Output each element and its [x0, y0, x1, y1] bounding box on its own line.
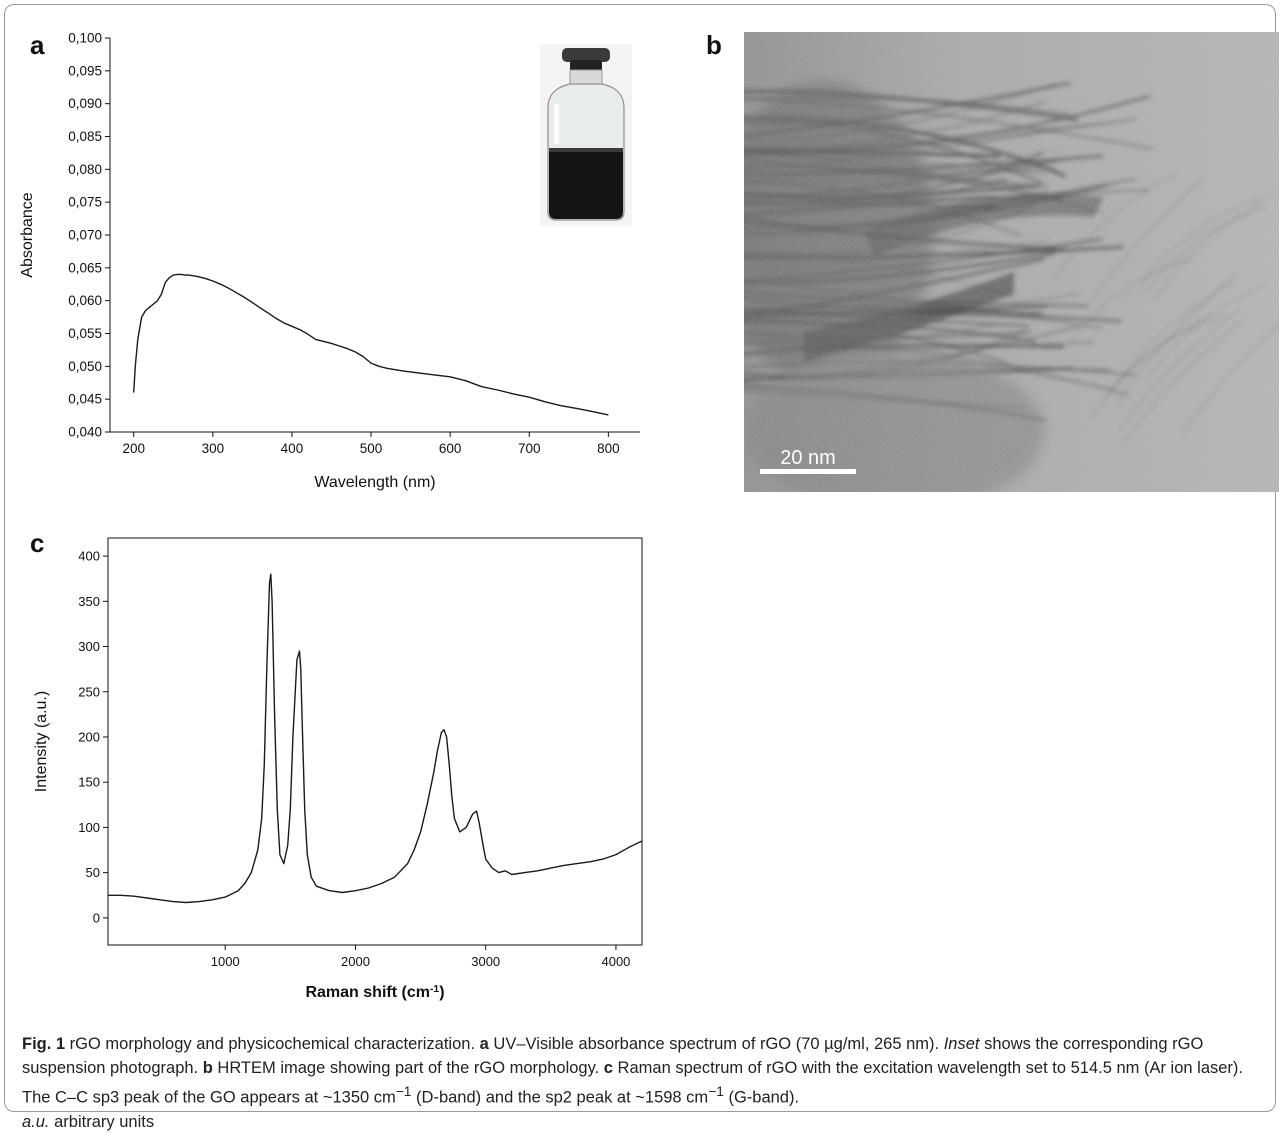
y-tick-label: 250 [78, 684, 100, 699]
x-tick-label: 1000 [211, 954, 240, 969]
y-tick-label: 0 [93, 910, 100, 925]
y-tick-label: 0,050 [68, 359, 102, 374]
y-tick-label: 300 [78, 639, 100, 654]
x-tick-label: 500 [360, 441, 383, 456]
series-line [133, 273, 609, 416]
y-tick-label: 200 [78, 729, 100, 744]
plot-frame [107, 537, 643, 946]
x-tick-label: 800 [597, 441, 620, 456]
y-tick-label: 0,100 [68, 31, 102, 46]
y-tick-label: 350 [78, 594, 100, 609]
rgo-vial-inset-photo [540, 44, 632, 226]
caption-a-text: UV–Visible absorbance spectrum of rGO (7… [488, 1035, 944, 1053]
y-tick-label: 400 [78, 549, 100, 564]
x-tick-label: 600 [439, 441, 462, 456]
y-tick-label: 150 [78, 775, 100, 790]
x-tick-label: 400 [281, 441, 304, 456]
x-axis-label: Wavelength (nm) [314, 474, 435, 491]
raman-chart: 0 50 100 150 200 250 300 350 400 1000 2000 3000 4000… [33, 537, 643, 1002]
scale-bar-label: 20 nm [780, 447, 836, 469]
caption-inset-text: shows the corresponding rGO suspension p… [22, 1035, 1204, 1077]
caption-title: rGO morphology and physicochemical chara… [65, 1035, 480, 1053]
figure-caption: Fig. 1 rGO morphology and physicochemica… [22, 1032, 1262, 1134]
y-tick-label: 0,045 [68, 392, 102, 407]
x-axis-label: Raman shift (cm-1) [305, 984, 444, 1002]
x-tick-label: 4000 [601, 954, 630, 969]
caption-c-text3: (G-band). [723, 1088, 800, 1107]
y-axis-label: Intensity (a.u.) [33, 691, 50, 792]
caption-fig-label: Fig. 1 [22, 1035, 66, 1053]
y-tick-label: 0,095 [68, 63, 102, 78]
caption-au-text: arbitrary units [49, 1112, 155, 1131]
uv-vis-chart: 0,040 0,045 0,050 0,055 0,060 0,065 0,070 0,075… [19, 31, 640, 491]
y-tick-label: 0,085 [68, 129, 102, 144]
caption-c-sup2: −1 [708, 1084, 724, 1099]
y-tick-label: 0,040 [68, 425, 102, 440]
hrtem-image: 20 nm [714, 32, 1282, 512]
x-tick-label: 300 [202, 441, 225, 456]
caption-inset-word: Inset [943, 1035, 980, 1053]
y-tick-label: 0,065 [68, 260, 102, 275]
caption-c-text2: (D-band) and the sp2 peak at ~1598 cm [411, 1088, 709, 1107]
caption-c-letter: c [603, 1059, 613, 1077]
y-axis-label: Absorbance [19, 192, 36, 277]
panel-b-label: b [706, 30, 722, 60]
x-tick-label: 2000 [341, 954, 370, 969]
caption-c-sup1: −1 [395, 1084, 412, 1099]
panel-a-label: a [30, 30, 45, 60]
caption-au-abbr: a.u. [22, 1112, 50, 1131]
caption-c-text1: Raman spectrum of rGO with the excitatio… [22, 1059, 1243, 1107]
y-tick-label: 0,055 [68, 326, 102, 341]
caption-b-letter: b [202, 1059, 213, 1077]
caption-a-letter: a [479, 1035, 489, 1053]
x-tick-label: 3000 [471, 954, 500, 969]
caption-b-text: HRTEM image showing part of the rGO morp… [212, 1059, 604, 1077]
y-tick-label: 0,080 [68, 162, 102, 177]
hrtem-micrograph: 20 nm [714, 32, 1282, 512]
y-tick-label: 0,070 [68, 228, 102, 243]
y-tick-label: 0,075 [68, 195, 102, 210]
figure-frame [4, 4, 1276, 1112]
panel-c-label: c [30, 528, 45, 558]
y-tick-label: 100 [78, 820, 100, 835]
x-tick-label: 700 [518, 441, 541, 456]
y-tick-label: 50 [86, 865, 100, 880]
series-line [108, 573, 643, 904]
x-tick-label: 200 [122, 441, 145, 456]
y-tick-label: 0,090 [68, 96, 102, 111]
y-tick-label: 0,060 [68, 293, 102, 308]
